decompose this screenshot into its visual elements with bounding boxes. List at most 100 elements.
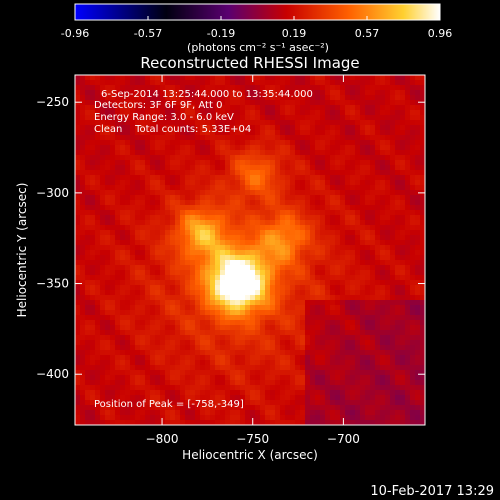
heatmap-cell (285, 115, 291, 121)
heatmap-cell (95, 130, 101, 136)
heatmap-cell (160, 110, 166, 116)
heatmap-cell (190, 355, 196, 361)
heatmap-cell (90, 285, 96, 291)
heatmap-cell (180, 200, 186, 206)
heatmap-cell (300, 140, 306, 146)
heatmap-cell (80, 180, 86, 186)
heatmap-cell (245, 75, 251, 81)
heatmap-cell (120, 315, 126, 321)
heatmap-cell (75, 105, 81, 111)
heatmap-cell (130, 210, 136, 216)
heatmap-cell (265, 385, 271, 391)
heatmap-cell (240, 125, 246, 131)
heatmap-cell (150, 115, 156, 121)
heatmap-cell (185, 130, 191, 136)
heatmap-cell (210, 145, 216, 151)
heatmap-cell (400, 175, 406, 181)
heatmap-cell (265, 335, 271, 341)
heatmap-cell (85, 315, 91, 321)
heatmap-cell (345, 305, 351, 311)
heatmap-cell (295, 120, 301, 126)
heatmap-cell (75, 280, 81, 286)
heatmap-cell (340, 255, 346, 261)
heatmap-cell (150, 110, 156, 116)
heatmap-cell (370, 380, 376, 386)
heatmap-cell (385, 80, 391, 86)
heatmap-cell (155, 245, 161, 251)
heatmap-cell (110, 335, 116, 341)
heatmap-cell (410, 385, 416, 391)
heatmap-cell (345, 250, 351, 256)
heatmap-cell (130, 420, 136, 425)
heatmap-cell (180, 145, 186, 151)
heatmap-cell (420, 180, 425, 186)
heatmap-cell (240, 325, 246, 331)
heatmap-cell (245, 195, 251, 201)
heatmap-cell (100, 215, 106, 221)
heatmap-cell (285, 295, 291, 301)
heatmap-cell (415, 290, 421, 296)
heatmap-cell (295, 230, 301, 236)
heatmap-cell (415, 375, 421, 381)
heatmap-cell (385, 350, 391, 356)
heatmap-cell (385, 230, 391, 236)
heatmap-cell (285, 395, 291, 401)
heatmap-cell (395, 215, 401, 221)
heatmap-cell (150, 140, 156, 146)
heatmap-cell (220, 115, 226, 121)
heatmap-cell (75, 365, 81, 371)
heatmap-cell (175, 125, 181, 131)
heatmap-cell (270, 195, 276, 201)
heatmap-cell (125, 345, 131, 351)
heatmap-cell (295, 145, 301, 151)
heatmap-cell (110, 90, 116, 96)
heatmap-cell (395, 415, 401, 421)
heatmap-cell (230, 380, 236, 386)
heatmap-cell (140, 255, 146, 261)
heatmap-cell (350, 205, 356, 211)
heatmap-cell (385, 370, 391, 376)
heatmap-cell (235, 215, 241, 221)
heatmap-cell (405, 150, 411, 156)
heatmap-cell (115, 155, 121, 161)
heatmap-cell (260, 255, 266, 261)
heatmap-cell (120, 280, 126, 286)
heatmap-cell (85, 415, 91, 421)
y-tick-label: −300 (36, 186, 69, 200)
heatmap-cell (335, 175, 341, 181)
heatmap-cell (155, 380, 161, 386)
heatmap-cell (310, 115, 316, 121)
heatmap-cell (140, 85, 146, 91)
heatmap-cell (275, 375, 281, 381)
heatmap-cell (150, 410, 156, 416)
heatmap-cell (380, 385, 386, 391)
heatmap-cell (165, 105, 171, 111)
heatmap-cell (320, 170, 326, 176)
heatmap-cell (265, 100, 271, 106)
heatmap-cell (220, 275, 226, 281)
heatmap-cell (395, 325, 401, 331)
heatmap-cell (130, 255, 136, 261)
heatmap-cell (275, 75, 281, 81)
heatmap-cell (105, 270, 111, 276)
heatmap-cell (275, 110, 281, 116)
heatmap-cell (325, 420, 331, 425)
heatmap-cell (255, 255, 261, 261)
heatmap-cell (130, 240, 136, 246)
heatmap-cell (120, 240, 126, 246)
heatmap-cell (280, 85, 286, 91)
heatmap-cell (195, 320, 201, 326)
heatmap-cell (130, 170, 136, 176)
heatmap-cell (115, 200, 121, 206)
heatmap-cell (375, 220, 381, 226)
heatmap-cell (110, 235, 116, 241)
heatmap-cell (225, 250, 231, 256)
heatmap-cell (335, 410, 341, 416)
heatmap-cell (145, 355, 151, 361)
heatmap-cell (320, 95, 326, 101)
heatmap-cell (105, 125, 111, 131)
heatmap-cell (340, 385, 346, 391)
heatmap-cell (420, 345, 425, 351)
heatmap-cell (195, 305, 201, 311)
heatmap-cell (290, 215, 296, 221)
